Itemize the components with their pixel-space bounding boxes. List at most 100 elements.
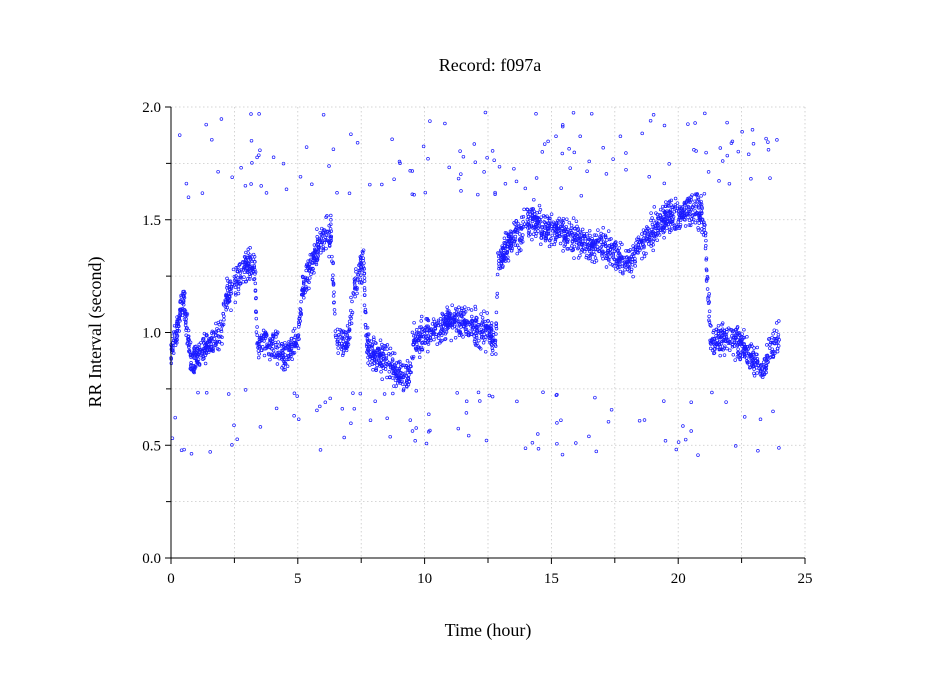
data-point	[220, 342, 224, 346]
data-point	[640, 245, 644, 250]
data-point	[764, 358, 769, 363]
data-point	[662, 399, 666, 403]
data-point	[587, 434, 591, 439]
data-point	[226, 300, 231, 304]
data-point	[262, 332, 267, 336]
data-point	[702, 225, 706, 230]
data-point	[735, 326, 739, 330]
data-point	[755, 352, 759, 357]
data-point	[517, 237, 522, 242]
data-point	[447, 313, 452, 317]
data-point	[459, 189, 463, 193]
data-point	[242, 255, 247, 259]
data-point	[535, 221, 539, 226]
data-point	[593, 256, 598, 260]
data-point	[363, 309, 367, 314]
data-point	[175, 334, 180, 338]
data-point	[455, 307, 459, 312]
data-point	[371, 368, 375, 372]
data-point	[628, 256, 632, 260]
data-point	[230, 443, 234, 447]
data-point	[536, 229, 540, 233]
data-point	[751, 142, 756, 146]
data-point	[282, 354, 286, 359]
y-tick-label: 1.5	[142, 213, 161, 229]
data-point	[663, 217, 667, 222]
data-point	[292, 414, 296, 418]
y-tick-label: 2.0	[142, 100, 161, 116]
data-point	[738, 353, 742, 358]
data-point	[431, 317, 436, 321]
data-point	[257, 153, 261, 157]
data-point	[502, 257, 507, 262]
data-point	[275, 351, 280, 355]
data-point	[587, 228, 592, 233]
data-point	[289, 336, 294, 341]
data-point	[253, 270, 258, 274]
data-point	[406, 376, 410, 380]
data-point	[525, 207, 529, 211]
data-point	[391, 351, 395, 355]
data-point	[433, 326, 437, 330]
data-point	[583, 234, 587, 239]
data-point	[362, 267, 367, 271]
data-point	[629, 267, 634, 272]
data-point	[538, 219, 543, 224]
data-point	[554, 223, 559, 228]
data-point	[633, 264, 637, 268]
data-point	[191, 370, 196, 374]
data-point	[640, 131, 644, 136]
data-point	[655, 216, 660, 220]
data-point	[766, 140, 770, 144]
data-point	[472, 339, 477, 343]
data-point	[414, 348, 419, 352]
data-point	[557, 232, 561, 236]
data-point	[646, 226, 650, 230]
data-point	[181, 289, 185, 294]
data-point	[235, 437, 239, 442]
data-point	[592, 243, 597, 248]
data-point	[465, 320, 469, 325]
data-point	[380, 363, 385, 368]
data-point	[189, 355, 193, 360]
data-point	[722, 353, 727, 357]
data-point	[289, 342, 293, 347]
data-point	[375, 360, 379, 365]
data-point	[725, 346, 729, 351]
data-point	[236, 265, 240, 270]
data-point	[681, 424, 685, 428]
data-point	[591, 249, 596, 254]
data-point	[710, 390, 714, 395]
data-point	[324, 246, 328, 251]
data-point	[564, 224, 569, 229]
data-point	[490, 352, 494, 356]
data-point	[379, 358, 383, 362]
data-point	[765, 360, 769, 365]
data-point	[426, 157, 430, 161]
data-point	[177, 329, 181, 333]
data-point	[548, 216, 552, 220]
data-point	[552, 227, 556, 231]
data-point	[777, 319, 781, 323]
data-point	[341, 333, 345, 337]
data-point	[666, 204, 671, 208]
x-tick-label: 25	[798, 571, 813, 587]
data-point	[562, 244, 567, 248]
data-point	[423, 340, 428, 345]
data-point	[490, 149, 495, 153]
data-point	[630, 263, 635, 267]
data-point	[742, 353, 747, 358]
data-point	[334, 335, 338, 340]
data-point	[668, 210, 673, 214]
data-point	[677, 206, 682, 211]
data-point	[332, 300, 336, 305]
data-point	[682, 213, 686, 218]
data-point	[217, 340, 222, 344]
data-point	[499, 258, 503, 262]
data-point	[316, 249, 320, 253]
data-point	[676, 224, 680, 229]
data-point	[393, 378, 398, 383]
data-point	[557, 226, 561, 231]
data-point	[297, 337, 301, 341]
data-point	[285, 364, 290, 369]
